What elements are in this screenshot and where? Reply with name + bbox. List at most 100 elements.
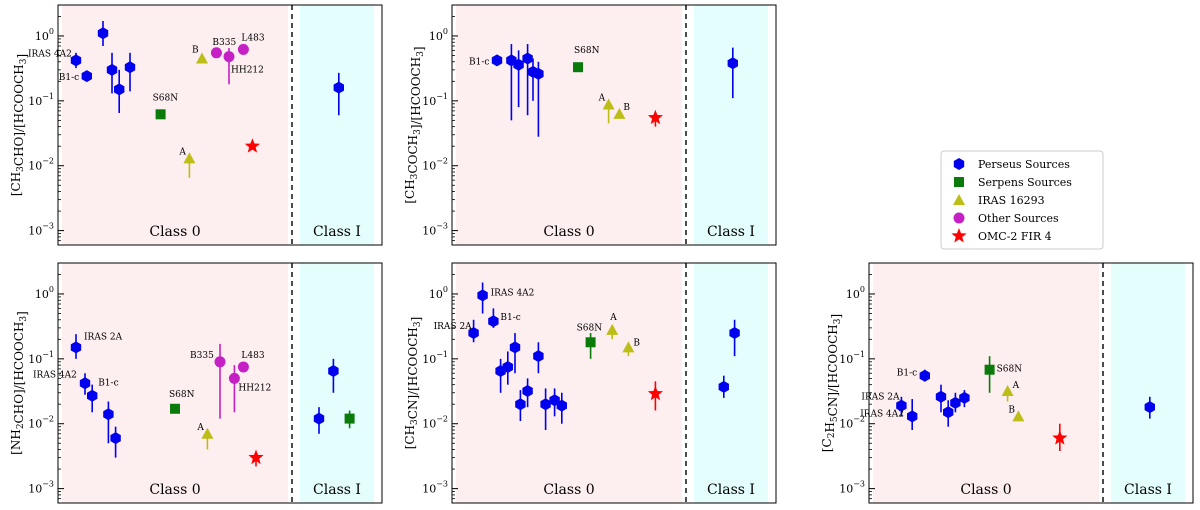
y-tick-label: 10−3: [28, 222, 54, 238]
point-label: B1-c: [469, 57, 489, 67]
data-point-perseus: [556, 399, 567, 412]
class1-label: Class I: [313, 482, 361, 498]
data-point-perseus: [97, 27, 109, 40]
data-point-perseus: [502, 360, 513, 373]
class1-region: [300, 5, 374, 245]
data-point-perseus: [515, 398, 526, 411]
point-label: IRAS 4A2: [860, 409, 904, 419]
data-point-perseus: [907, 410, 918, 423]
y-tick-label: 10−3: [28, 480, 54, 496]
class1-label: Class I: [707, 482, 755, 498]
data-point-perseus: [313, 412, 325, 425]
y-tick-label: 100: [35, 27, 54, 43]
legend-label: Perseus Sources: [978, 158, 1070, 171]
data-point-omc2: [1052, 430, 1068, 445]
data-point-perseus: [959, 391, 970, 404]
legend-marker-iras16293: [953, 194, 965, 205]
class0-label: Class 0: [543, 482, 594, 498]
y-tick-label: 10−2: [422, 157, 448, 173]
data-point-perseus: [1144, 401, 1155, 414]
data-point-perseus: [468, 327, 479, 340]
data-point-iras16293: [183, 152, 196, 164]
y-tick-label: 100: [35, 285, 54, 301]
legend-marker-serpens: [954, 177, 964, 187]
data-point-iras16293: [1012, 410, 1025, 422]
class0-label: Class 0: [149, 224, 200, 240]
panel-2: 100 10−1 10−2 10−3 [CH3COCH3]/[HCOOCH3] Class…: [403, 4, 777, 246]
y-tick-label: 10−1: [422, 92, 448, 108]
data-point-perseus: [333, 81, 344, 94]
point-label: B1-c: [897, 369, 917, 379]
data-point-perseus: [540, 398, 551, 411]
point-label: IRAS 4A2: [491, 288, 535, 298]
data-point-perseus: [727, 57, 738, 70]
point-label: A: [196, 423, 204, 433]
legend-marker-perseus: [953, 158, 965, 170]
y-tick-label: 100: [429, 27, 448, 43]
y-tick-label: 10−3: [839, 480, 865, 496]
class1-region: [694, 5, 768, 245]
y-tick-label: 10−1: [28, 92, 54, 108]
data-point-iras16293: [201, 427, 214, 439]
y-axis-label: [C2H5CN]/[HCOOCH3]: [820, 314, 843, 452]
data-point-iras16293: [1001, 384, 1014, 396]
class1-label: Class I: [707, 224, 755, 240]
class1-region: [300, 263, 374, 503]
y-tick-label: 100: [429, 285, 448, 301]
data-point-perseus: [110, 432, 121, 445]
point-label: S68N: [574, 46, 600, 56]
plot-frame: [451, 4, 777, 246]
point-label: B: [623, 103, 630, 113]
data-point-serpens: [170, 403, 180, 414]
data-point-perseus: [950, 396, 961, 409]
point-label: S68N: [169, 390, 195, 400]
data-point-iras16293: [606, 323, 619, 335]
class1-region: [694, 263, 768, 503]
point-label: IRAS 2A: [84, 332, 123, 342]
data-point-serpens: [155, 109, 166, 120]
point-label: A: [1012, 381, 1020, 391]
class0-region: [62, 5, 288, 245]
y-tick-label: 10−2: [422, 415, 448, 431]
data-point-iras16293: [622, 341, 635, 353]
panel-5: 100 10−1 10−2 10−3 [C2H5CN]/[HCOOCH3] Class 0…: [820, 262, 1194, 504]
data-point-other: [223, 51, 235, 63]
data-point-perseus: [729, 327, 740, 340]
data-point-perseus: [124, 61, 136, 74]
data-point-perseus: [896, 399, 907, 412]
data-point-iras16293: [196, 52, 208, 64]
data-point-perseus: [533, 67, 544, 80]
point-label: B335: [190, 351, 214, 361]
point-label: HH212: [231, 66, 264, 76]
legend-label: Serpens Sources: [978, 176, 1072, 189]
point-label: IRAS 4A2: [33, 370, 77, 380]
point-label: S68N: [997, 365, 1023, 375]
class0-region: [456, 5, 682, 245]
legend: Perseus Sources Serpens Sources IRAS 16293…: [940, 150, 1104, 250]
data-point-perseus: [935, 390, 947, 403]
y-axis-label: [CH3CN]/[HCOOCH3]: [403, 317, 423, 450]
legend-marker-other: [953, 212, 965, 224]
point-label: HH212: [238, 383, 271, 393]
data-point-omc2: [244, 138, 261, 153]
data-point-perseus: [70, 341, 82, 354]
data-point-perseus: [477, 289, 488, 302]
data-point-perseus: [522, 52, 533, 65]
point-label: L483: [241, 351, 264, 361]
legend-box: [940, 150, 1104, 250]
data-point-perseus: [87, 389, 98, 402]
plot-frame: [451, 262, 777, 504]
y-tick-label: 10−2: [28, 157, 54, 173]
data-point-perseus: [513, 58, 524, 71]
data-point-perseus: [70, 54, 82, 67]
point-label: B1-c: [98, 379, 118, 389]
data-point-perseus: [491, 54, 503, 67]
data-point-perseus: [81, 70, 92, 83]
legend-label: OMC-2 FIR 4: [978, 230, 1052, 243]
point-label: B: [633, 338, 640, 348]
y-axis-label: [CH3COCH3]/[HCOOCH3]: [403, 46, 426, 203]
data-point-other: [237, 43, 249, 55]
y-axis-label: [NH2CHO]/[HCOOCH3]: [9, 311, 29, 455]
data-point-perseus: [114, 83, 125, 96]
